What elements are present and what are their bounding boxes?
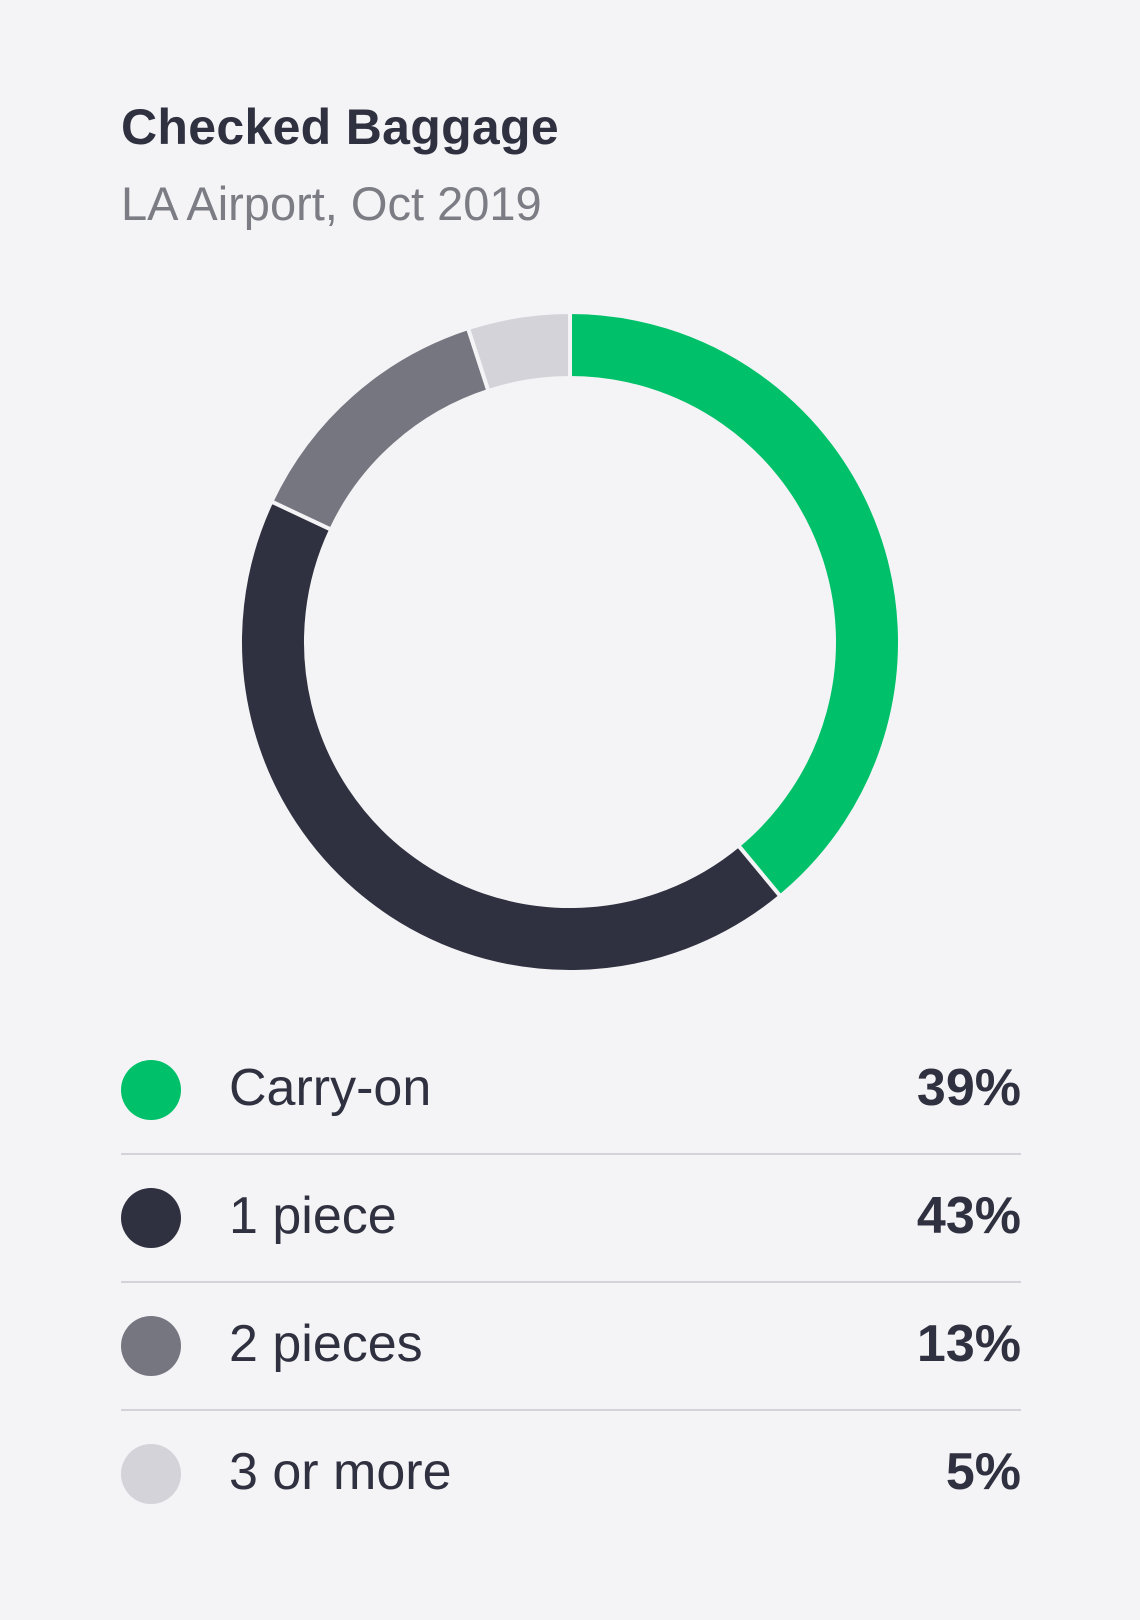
legend-swatch (121, 1060, 181, 1120)
donut-segment-3-or-more (465, 309, 572, 394)
legend-item: 1 piece 43% (121, 1155, 1021, 1283)
legend-item: 2 pieces 13% (121, 1283, 1021, 1411)
legend-swatch (121, 1188, 181, 1248)
legend-label: 3 or more (229, 1443, 452, 1501)
donut-segment-1-piece (238, 498, 784, 974)
legend-item: 3 or more 5% (121, 1411, 1021, 1539)
divider (121, 1153, 1021, 1155)
legend-label: 2 pieces (229, 1315, 423, 1373)
legend-label: 1 piece (229, 1187, 397, 1245)
legend-label: Carry-on (229, 1059, 432, 1117)
chart-subtitle: LA Airport, Oct 2019 (121, 177, 542, 230)
legend: Carry-on 39% 1 piece 43% 2 pieces 13% 3 … (121, 1027, 1021, 1539)
legend-item: Carry-on 39% (121, 1027, 1021, 1155)
legend-value: 13% (916, 1315, 1021, 1373)
legend-value: 5% (945, 1443, 1021, 1501)
chart-title: Checked Baggage (121, 99, 559, 155)
donut-chart (238, 309, 902, 974)
divider (121, 1281, 1021, 1283)
divider (121, 1409, 1021, 1411)
donut-segment-carry-on (568, 309, 902, 900)
legend-value: 43% (916, 1187, 1021, 1245)
donut-segment-2-pieces (268, 325, 491, 533)
legend-value: 39% (916, 1059, 1021, 1117)
legend-swatch (121, 1316, 181, 1376)
legend-swatch (121, 1444, 181, 1504)
